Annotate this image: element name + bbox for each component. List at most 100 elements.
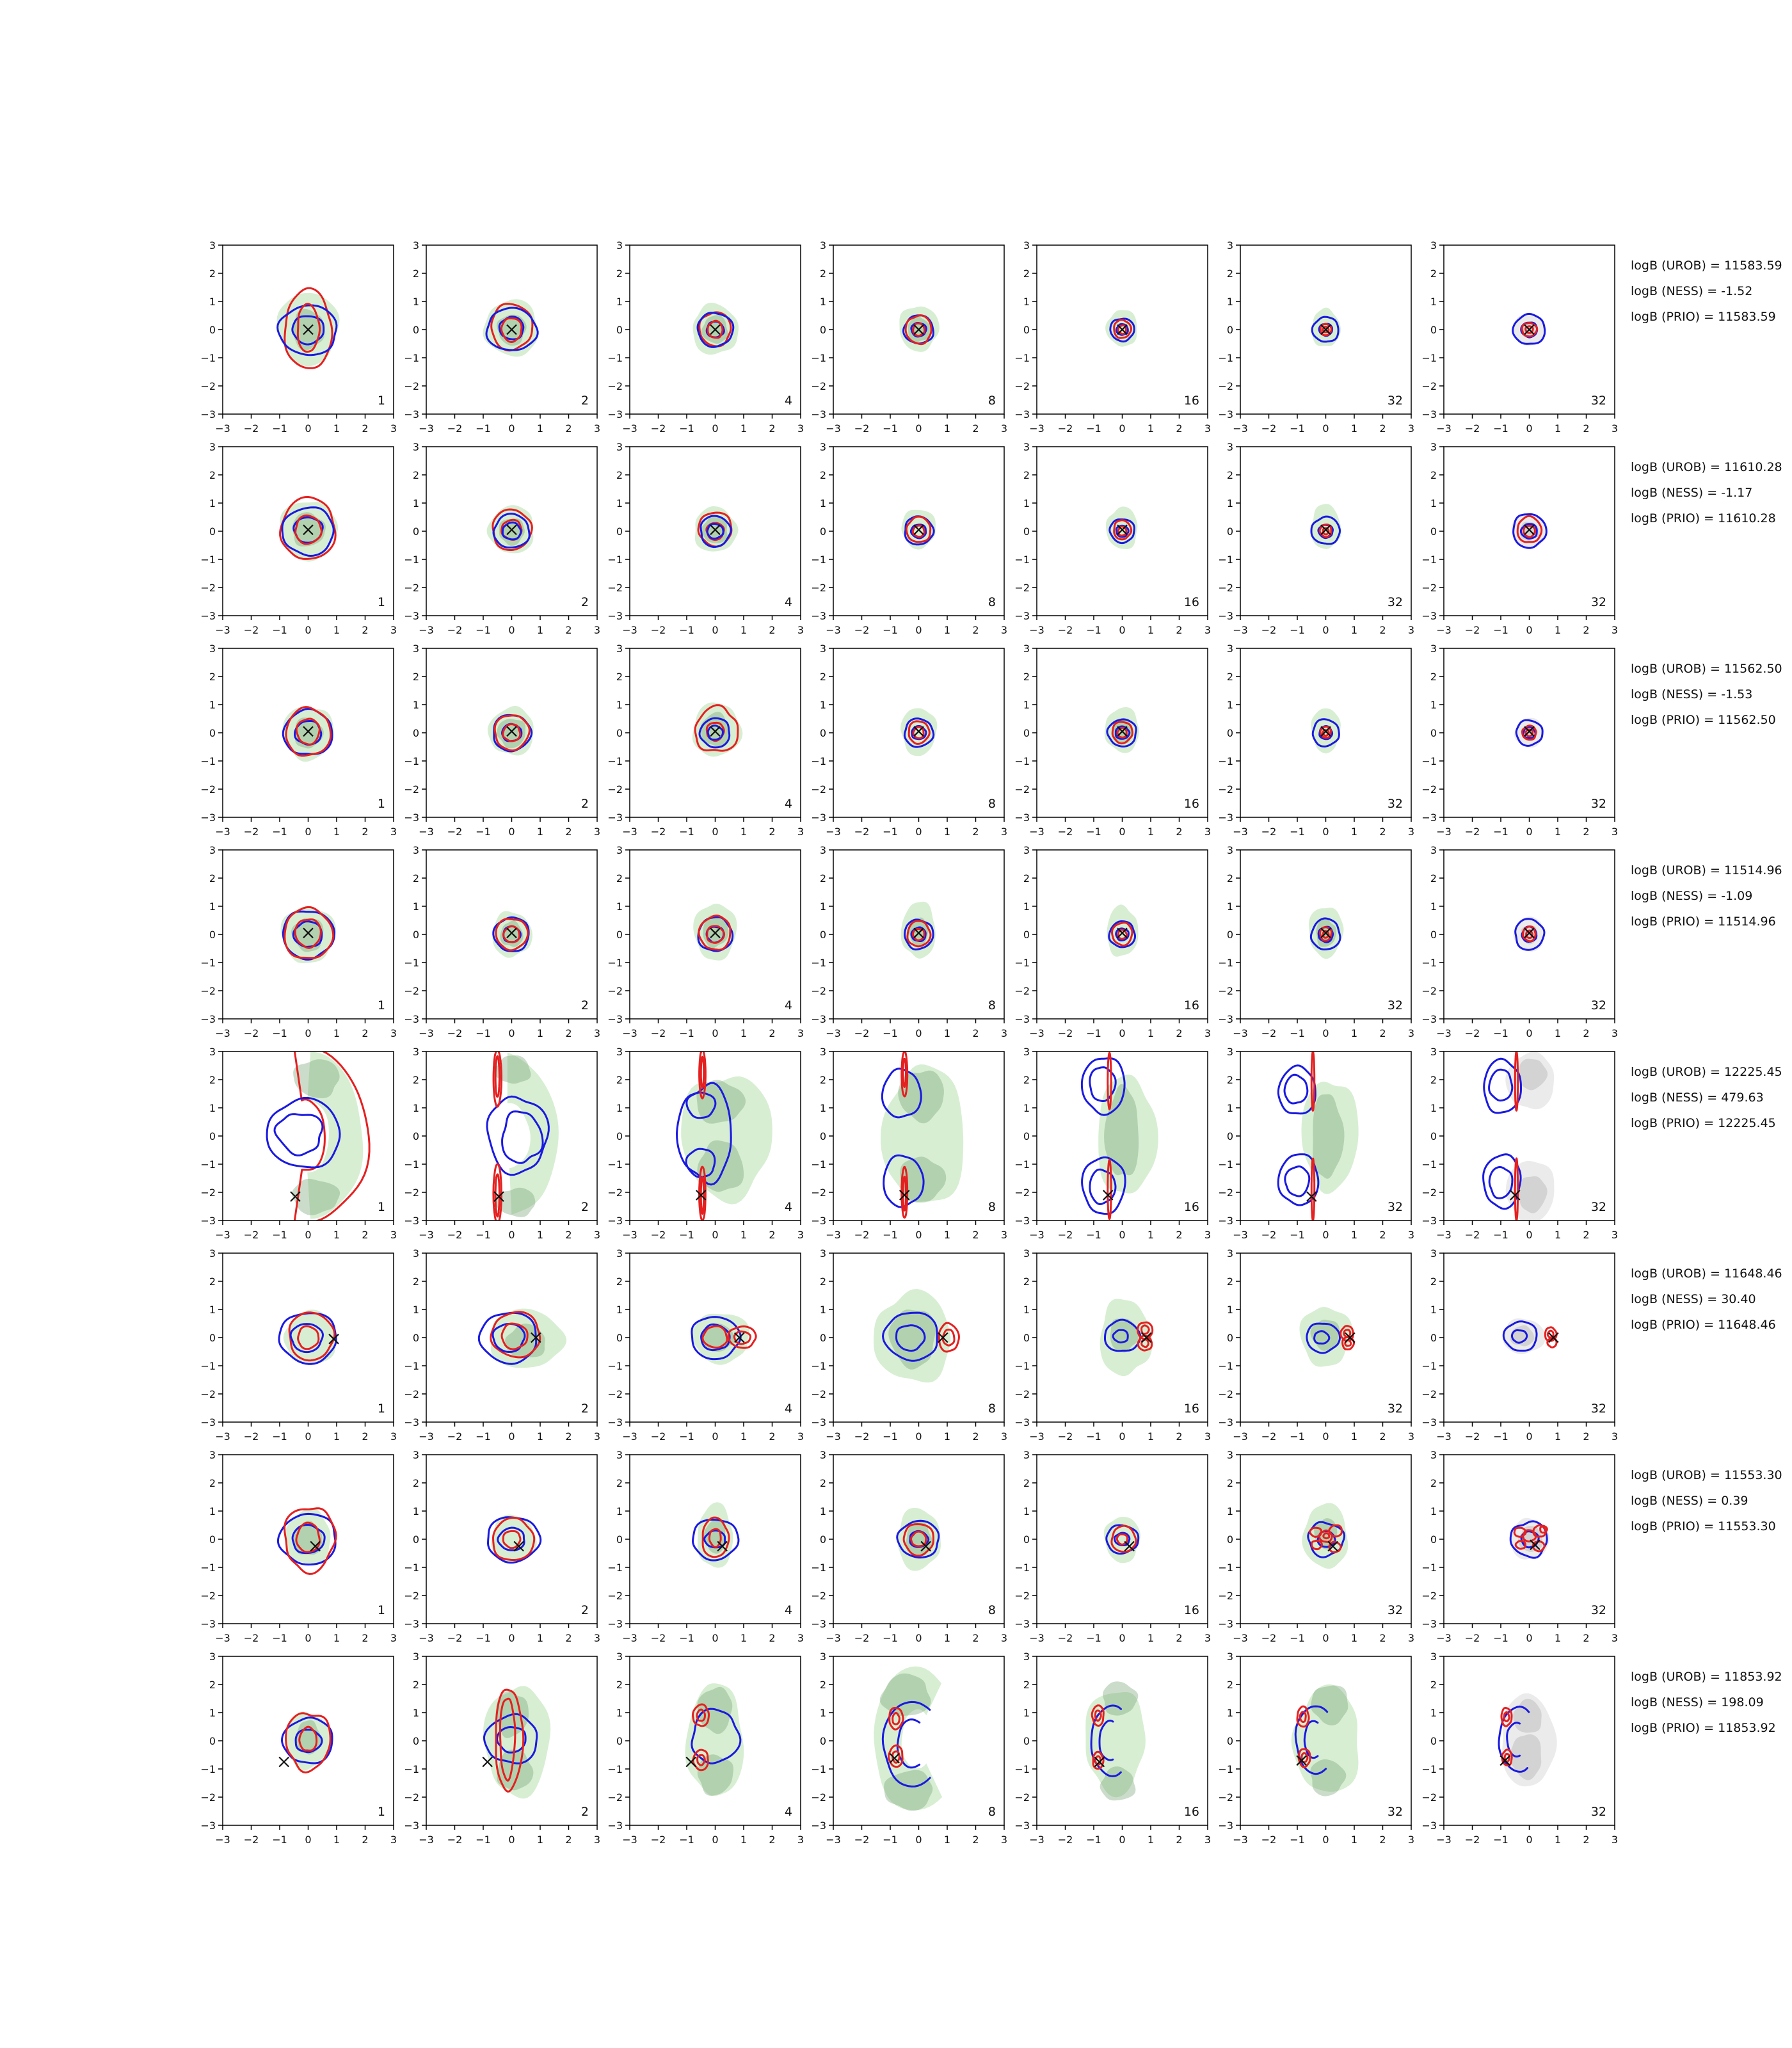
x-axis-ticks: −3 −2 −1 0 1 2 3 <box>419 1220 600 1241</box>
density-contours <box>1299 1307 1356 1367</box>
svg-text:1: 1 <box>616 296 623 308</box>
particle-count-label: 8 <box>988 1200 996 1214</box>
y-axis-ticks: −3 −2 −1 0 1 2 3 <box>1218 1652 1240 1832</box>
particle-count-label: 8 <box>988 595 996 609</box>
x-axis-ticks: −3 −2 −1 0 1 2 3 <box>1436 1422 1618 1443</box>
subplot-r4-c4: −3 −2 −1 0 1 2 3 −3 −2 −1 0 1 2 3 8 <box>811 846 1007 1039</box>
true-sample-marker <box>717 1540 728 1552</box>
particle-count-label: 8 <box>988 998 996 1012</box>
true-sample-marker <box>1509 1190 1521 1201</box>
y-axis-ticks: −3 −2 −1 0 1 2 3 <box>404 1249 426 1428</box>
svg-text:3: 3 <box>1430 1652 1437 1663</box>
svg-text:−3: −3 <box>622 1027 637 1039</box>
svg-text:−2: −2 <box>1014 1388 1030 1400</box>
svg-text:−3: −3 <box>826 1229 841 1241</box>
svg-text:−1: −1 <box>1290 1027 1305 1039</box>
svg-text:−1: −1 <box>607 554 623 566</box>
logb-ness-text: logB (NESS) = 198.09 <box>1631 1695 1764 1709</box>
svg-text:3: 3 <box>1408 1430 1414 1443</box>
svg-text:2: 2 <box>616 1276 623 1288</box>
svg-text:0: 0 <box>1227 1130 1233 1142</box>
particle-count-label: 8 <box>988 394 996 408</box>
svg-text:0: 0 <box>1023 324 1030 336</box>
svg-text:−1: −1 <box>272 422 287 435</box>
x-axis-ticks: −3 −2 −1 0 1 2 3 <box>215 817 397 838</box>
x-axis-ticks: −3 −2 −1 0 1 2 3 <box>826 1624 1007 1644</box>
svg-text:0: 0 <box>616 1130 623 1142</box>
svg-text:3: 3 <box>616 644 623 655</box>
svg-text:−3: −3 <box>215 1229 230 1241</box>
svg-text:−2: −2 <box>854 1229 870 1241</box>
svg-text:−2: −2 <box>1465 1632 1480 1644</box>
svg-text:2: 2 <box>1176 826 1182 838</box>
svg-text:3: 3 <box>594 422 600 435</box>
svg-text:−3: −3 <box>1029 1834 1044 1846</box>
svg-text:1: 1 <box>1430 497 1437 509</box>
particle-count-label: 32 <box>1388 1805 1403 1819</box>
subplot-r6-c7: −3 −2 −1 0 1 2 3 −3 −2 −1 0 1 2 3 32 <box>1421 1249 1618 1443</box>
density-contours <box>487 1514 542 1564</box>
particle-count-label: 4 <box>785 394 792 408</box>
svg-text:3: 3 <box>1430 644 1437 655</box>
svg-text:−3: −3 <box>622 1229 637 1241</box>
y-axis-ticks: −3 −2 −1 0 1 2 3 <box>404 1652 426 1832</box>
x-axis-ticks: −3 −2 −1 0 1 2 3 <box>826 414 1007 435</box>
svg-text:−3: −3 <box>1436 1027 1452 1039</box>
svg-text:−1: −1 <box>200 755 216 767</box>
logb-urob-text: logB (UROB) = 11553.30 <box>1631 1468 1782 1482</box>
svg-text:1: 1 <box>944 422 950 435</box>
svg-text:−3: −3 <box>607 1215 623 1227</box>
x-axis-ticks: −3 −2 −1 0 1 2 3 <box>419 1019 600 1039</box>
svg-text:−1: −1 <box>1086 422 1101 435</box>
svg-text:3: 3 <box>616 1249 623 1260</box>
svg-text:1: 1 <box>1227 1102 1233 1114</box>
x-axis-ticks: −3 −2 −1 0 1 2 3 <box>1233 1624 1414 1644</box>
particle-count-label: 32 <box>1591 1603 1606 1617</box>
svg-text:1: 1 <box>333 1632 340 1644</box>
density-contours <box>482 1686 551 1799</box>
svg-text:−3: −3 <box>826 1632 841 1644</box>
x-axis-ticks: −3 −2 −1 0 1 2 3 <box>1233 414 1414 435</box>
svg-text:−3: −3 <box>607 812 623 824</box>
svg-text:3: 3 <box>616 443 623 453</box>
svg-text:−3: −3 <box>1421 1215 1437 1227</box>
svg-text:3: 3 <box>209 1451 216 1461</box>
svg-text:1: 1 <box>209 900 216 913</box>
svg-text:1: 1 <box>1227 296 1233 308</box>
true-sample-marker <box>1124 1540 1135 1552</box>
svg-text:−1: −1 <box>1218 957 1233 969</box>
svg-text:0: 0 <box>1526 1027 1532 1039</box>
svg-text:−2: −2 <box>200 783 216 796</box>
subplot-r5-c5: −3 −2 −1 0 1 2 3 −3 −2 −1 0 1 2 3 16 <box>1014 1048 1211 1241</box>
x-axis-ticks: −3 −2 −1 0 1 2 3 <box>1029 1624 1211 1644</box>
svg-text:−1: −1 <box>679 1430 694 1443</box>
x-axis-ticks: −3 −2 −1 0 1 2 3 <box>1029 1220 1211 1241</box>
particle-count-label: 16 <box>1184 998 1199 1012</box>
svg-text:3: 3 <box>1227 644 1233 655</box>
svg-text:−1: −1 <box>811 1158 826 1171</box>
svg-text:3: 3 <box>1001 1834 1007 1846</box>
svg-text:1: 1 <box>1351 826 1357 838</box>
svg-text:3: 3 <box>820 846 826 856</box>
true-sample-marker <box>1548 1332 1559 1343</box>
particle-count-label: 4 <box>785 1402 792 1416</box>
svg-text:−1: −1 <box>679 1632 694 1644</box>
svg-text:1: 1 <box>616 1304 623 1316</box>
svg-text:2: 2 <box>362 624 368 636</box>
svg-text:1: 1 <box>1351 422 1357 435</box>
svg-text:−3: −3 <box>1436 1632 1452 1644</box>
svg-text:0: 0 <box>616 1735 623 1747</box>
svg-text:−2: −2 <box>1261 1027 1277 1039</box>
density-contours <box>1498 1693 1557 1787</box>
true-sample-marker <box>1117 726 1128 737</box>
density-contours <box>486 1052 559 1220</box>
svg-text:−3: −3 <box>404 1618 419 1630</box>
svg-text:3: 3 <box>1023 1048 1030 1058</box>
logb-prio-text: logB (PRIO) = 11610.28 <box>1631 511 1776 525</box>
svg-text:2: 2 <box>1023 872 1030 884</box>
density-contours <box>685 1683 744 1796</box>
svg-text:3: 3 <box>390 1834 397 1846</box>
density-contours <box>1311 307 1341 346</box>
logb-urob-text: logB (UROB) = 11853.92 <box>1631 1670 1782 1684</box>
svg-text:3: 3 <box>413 644 419 655</box>
